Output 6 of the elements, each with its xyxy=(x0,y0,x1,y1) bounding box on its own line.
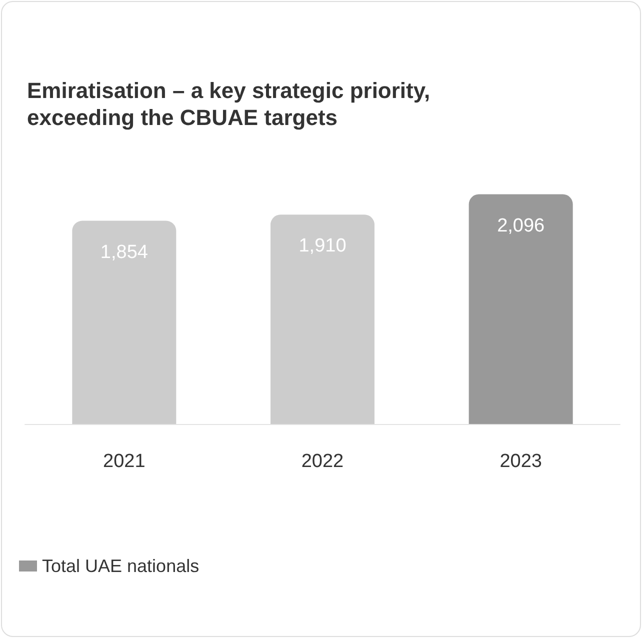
x-tick-label: 2023 xyxy=(500,451,542,472)
x-tick-label: 2022 xyxy=(301,451,344,472)
legend-label: Total UAE nationals xyxy=(42,556,200,576)
chart-title: Emiratisation – a key strategic priority, exceeding the CBUAE targets xyxy=(27,78,436,130)
data-label: 2,096 xyxy=(497,215,545,236)
x-tick-label: 2021 xyxy=(103,451,146,472)
